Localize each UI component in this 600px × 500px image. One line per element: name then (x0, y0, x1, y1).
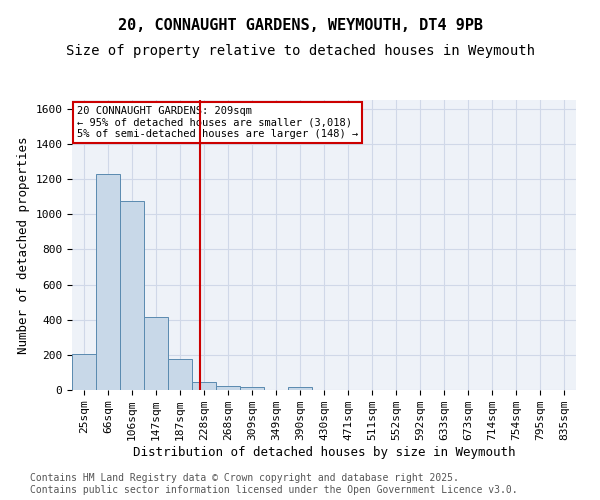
Bar (216, 386, 240, 390)
Bar (144, 317, 168, 390)
Bar (120, 201, 144, 390)
Bar (168, 359, 192, 390)
Text: Contains HM Land Registry data © Crown copyright and database right 2025.
Contai: Contains HM Land Registry data © Crown c… (30, 474, 518, 495)
Bar (192, 382, 216, 390)
Bar (96, 174, 120, 390)
Bar (240, 388, 264, 390)
Text: 20, CONNAUGHT GARDENS, WEYMOUTH, DT4 9PB: 20, CONNAUGHT GARDENS, WEYMOUTH, DT4 9PB (118, 18, 482, 32)
Text: 20 CONNAUGHT GARDENS: 209sqm
← 95% of detached houses are smaller (3,018)
5% of : 20 CONNAUGHT GARDENS: 209sqm ← 95% of de… (77, 106, 358, 139)
Y-axis label: Number of detached properties: Number of detached properties (17, 136, 30, 354)
X-axis label: Distribution of detached houses by size in Weymouth: Distribution of detached houses by size … (133, 446, 515, 459)
Bar (288, 388, 312, 390)
Bar (72, 354, 96, 390)
Text: Size of property relative to detached houses in Weymouth: Size of property relative to detached ho… (65, 44, 535, 58)
